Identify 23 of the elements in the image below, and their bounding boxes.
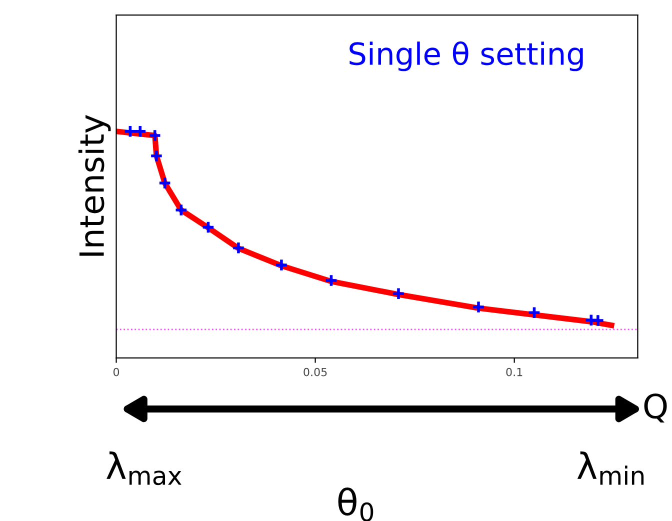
x-tick-label: 0 <box>113 368 120 376</box>
point <box>174 203 188 217</box>
x-tick-label: 0.05 <box>304 368 327 376</box>
point <box>274 258 288 272</box>
x-tick-label: 0.1 <box>506 368 522 376</box>
point <box>527 306 541 320</box>
point <box>150 149 164 163</box>
text: λ$_{min}$ <box>577 451 644 485</box>
text: λ$_{max}$ <box>106 451 182 486</box>
point <box>392 286 406 300</box>
point <box>158 176 172 190</box>
y-axis-title: Intensity <box>78 114 111 256</box>
point <box>324 274 338 288</box>
point <box>232 241 246 255</box>
point <box>148 128 162 142</box>
text: Q <box>644 393 667 422</box>
point <box>584 313 598 327</box>
point <box>591 314 605 328</box>
point <box>472 300 486 314</box>
text: Single θ setting <box>350 41 583 72</box>
point <box>123 124 137 138</box>
point <box>133 124 147 138</box>
point <box>201 220 215 234</box>
